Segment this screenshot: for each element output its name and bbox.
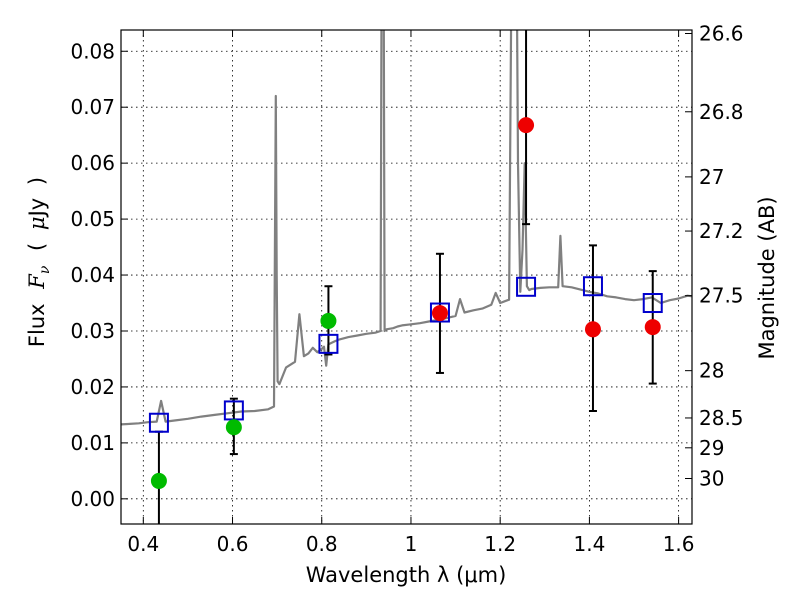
model-point: [429, 302, 450, 323]
magnitude-tick-label: 26.8: [699, 100, 744, 124]
model-point: [516, 276, 537, 297]
magnitude-tick-label: 26.6: [699, 21, 744, 45]
x-tick-label: 0.8: [306, 532, 338, 556]
magnitude-tick-label: 28.5: [699, 406, 744, 430]
magnitude-tick-label: 30: [699, 467, 724, 491]
observed-points-series: [150, 117, 661, 489]
x-tick-label: 0.4: [127, 532, 159, 556]
plot-frame: [120, 29, 693, 525]
y-tick-label: 0.02: [70, 375, 115, 399]
axis-ticks: [121, 30, 692, 524]
red-point: [431, 305, 448, 322]
x-tick-labels: 0.4 0.6 0.8 1 1.2 1.4 1.6: [127, 532, 694, 556]
spectrum-series: [121, 30, 692, 426]
y-tick-label: 0.05: [70, 207, 115, 231]
plot-background: [121, 30, 692, 524]
y-axis-label-text: Flux: [25, 303, 49, 347]
red-point: [518, 117, 535, 134]
x-tick-label: 1: [405, 532, 418, 556]
spectrum-line: [121, 30, 692, 426]
y-axis-label-paren-close: ): [25, 177, 49, 185]
x-tick-label: 1.2: [484, 532, 516, 556]
y-axis-label-paren-open: (: [25, 243, 49, 251]
y-tick-labels: 0.00 0.01 0.02 0.03 0.04 0.05 0.06 0.07 0.08: [70, 39, 115, 511]
detection-point: [225, 419, 242, 436]
x-tick-label: 1.4: [573, 532, 605, 556]
magnitude-tick-label: 28: [699, 359, 724, 383]
y-tick-label: 0.01: [70, 431, 115, 455]
model-point: [582, 276, 603, 297]
y-tick-label: 0.08: [70, 39, 115, 63]
x-axis-label: Wavelength λ (μm): [306, 563, 507, 587]
magnitude-tick-label: 27.5: [699, 284, 744, 308]
y-tick-label: 0.07: [70, 95, 115, 119]
y-axis-label-symbol: F: [25, 273, 49, 290]
model-points-series: [148, 276, 663, 433]
magnitude-tick-label: 29: [699, 436, 724, 460]
red-point: [584, 321, 601, 338]
detection-point: [150, 472, 167, 489]
y-tick-label: 0.03: [70, 319, 115, 343]
y-tick-label: 0.04: [70, 263, 115, 287]
model-point: [318, 333, 339, 354]
magnitude-axis-label: Magnitude (AB): [755, 196, 779, 359]
model-point: [642, 293, 663, 314]
red-point: [644, 319, 661, 336]
model-point: [148, 412, 169, 433]
detection-point: [320, 312, 337, 329]
y-axis-label: Flux Fν ( μJy ): [25, 177, 54, 347]
y-axis-label-subscript: ν: [37, 265, 53, 274]
magnitude-tick-labels: 26.6 26.8 27 27.2 27.5 28 28.5 29 30: [699, 21, 744, 490]
x-tick-label: 1.6: [663, 532, 695, 556]
magnitude-tick-label: 27: [699, 165, 724, 189]
y-tick-label: 0.00: [70, 487, 115, 511]
y-axis-label-unit: Jy: [25, 198, 49, 219]
y-tick-label: 0.06: [70, 151, 115, 175]
x-tick-label: 0.6: [217, 532, 249, 556]
y-axis-label-mu: μ: [25, 216, 49, 230]
magnitude-tick-label: 27.2: [699, 219, 744, 243]
grid: [121, 30, 692, 524]
